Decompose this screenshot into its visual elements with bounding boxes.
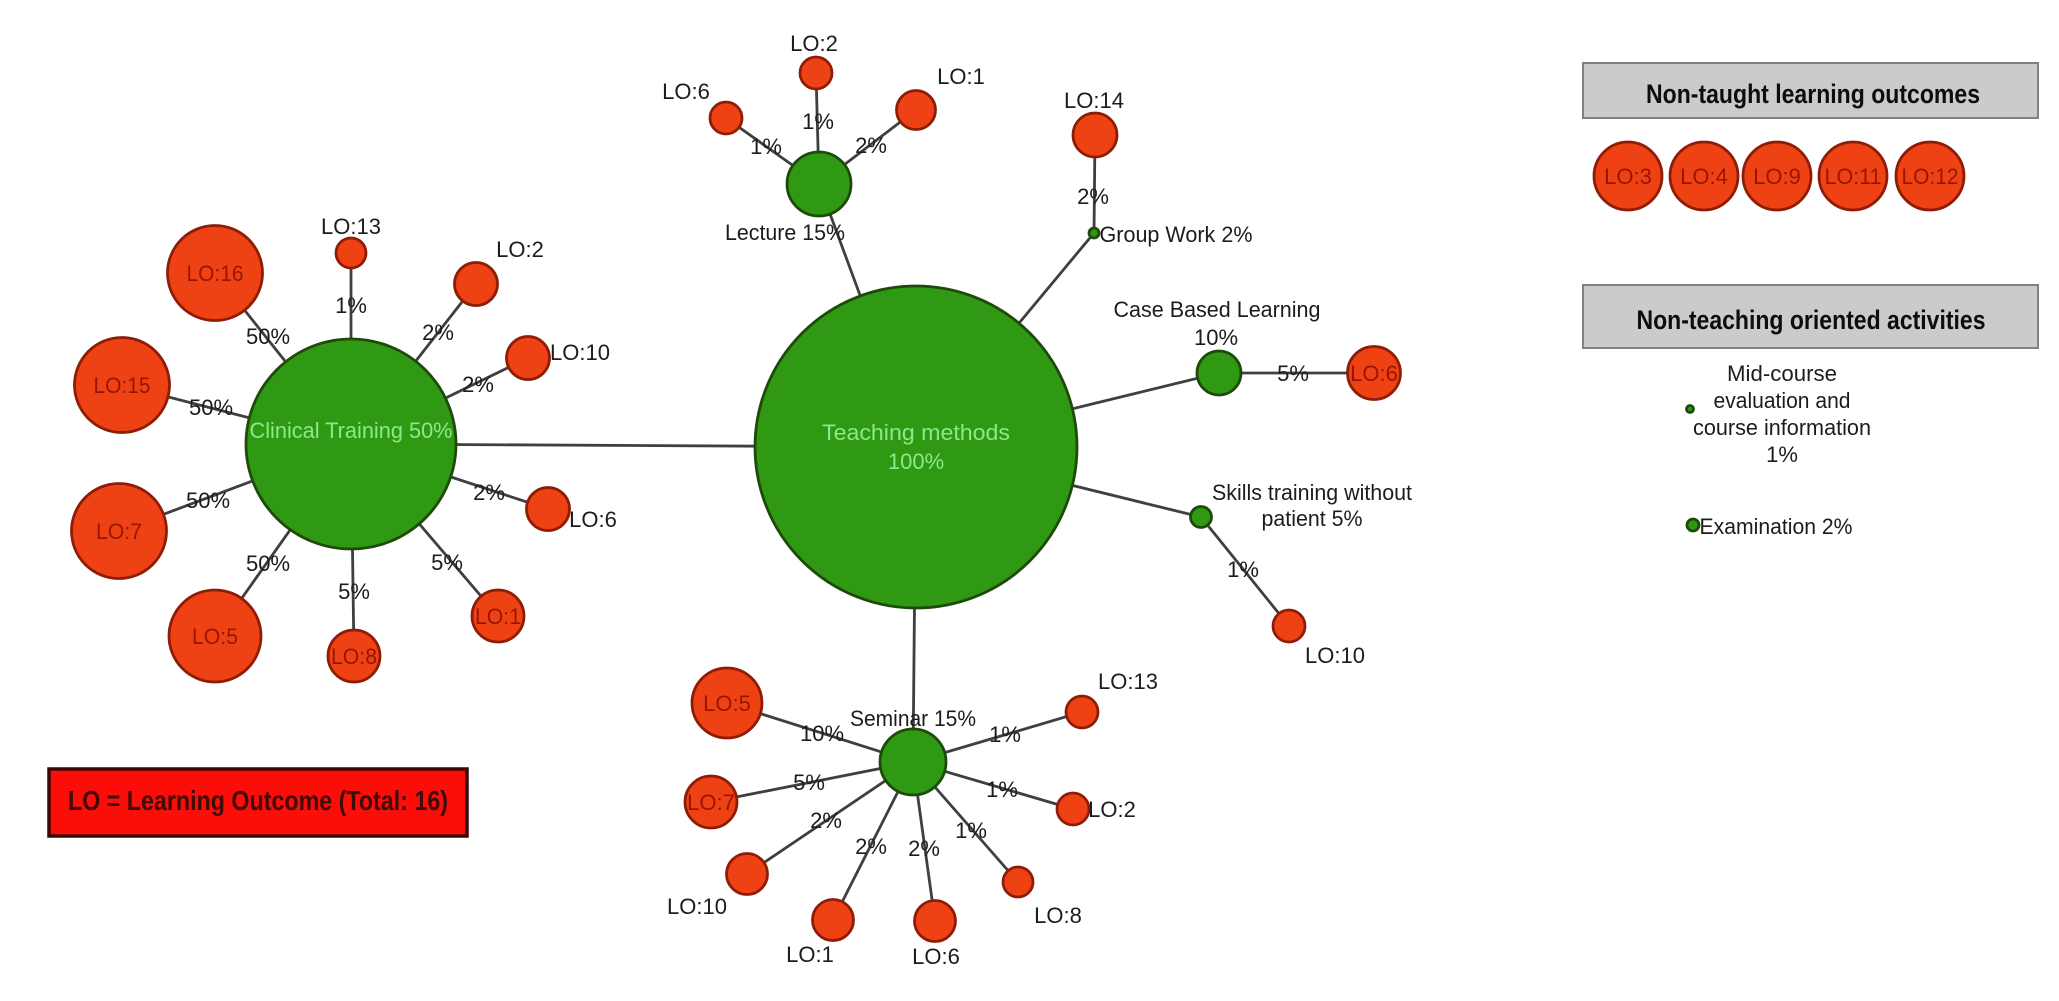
svg-text:10%: 10% [1194, 325, 1238, 350]
svg-text:Teaching methods: Teaching methods [822, 420, 1010, 445]
svg-text:LO:16: LO:16 [187, 261, 244, 286]
svg-text:1%: 1% [989, 722, 1021, 747]
svg-text:LO:13: LO:13 [1098, 669, 1158, 694]
svg-text:Skills training without: Skills training without [1212, 480, 1412, 505]
svg-text:evaluation and: evaluation and [1714, 388, 1851, 413]
svg-text:Mid-course: Mid-course [1727, 361, 1837, 386]
svg-text:LO:1: LO:1 [475, 604, 521, 629]
svg-text:LO:13: LO:13 [321, 214, 381, 239]
svg-text:LO:1: LO:1 [937, 64, 985, 89]
svg-text:LO:2: LO:2 [1088, 797, 1136, 822]
svg-text:2%: 2% [473, 480, 505, 505]
svg-text:LO:10: LO:10 [667, 894, 727, 919]
svg-text:LO:7: LO:7 [96, 519, 142, 544]
svg-text:Clinical Training 50%: Clinical Training 50% [250, 418, 453, 443]
svg-text:2%: 2% [855, 133, 887, 158]
svg-text:LO:5: LO:5 [703, 691, 751, 716]
svg-text:1%: 1% [1766, 442, 1798, 467]
svg-text:LO:6: LO:6 [1350, 361, 1398, 386]
svg-text:50%: 50% [246, 324, 290, 349]
svg-text:LO:4: LO:4 [1680, 164, 1728, 189]
svg-text:LO:11: LO:11 [1825, 164, 1882, 189]
svg-text:LO:7: LO:7 [687, 790, 735, 815]
svg-text:LO:8: LO:8 [331, 644, 377, 669]
svg-text:LO:14: LO:14 [1064, 88, 1124, 113]
svg-text:LO:10: LO:10 [550, 340, 610, 365]
svg-text:1%: 1% [335, 293, 367, 318]
svg-text:2%: 2% [1077, 184, 1109, 209]
svg-text:1%: 1% [750, 134, 782, 159]
svg-text:patient 5%: patient 5% [1262, 506, 1363, 531]
svg-text:LO:15: LO:15 [94, 373, 151, 398]
svg-text:LO:6: LO:6 [662, 79, 710, 104]
svg-text:course information: course information [1693, 415, 1871, 440]
svg-text:2%: 2% [810, 808, 842, 833]
svg-text:Group Work 2%: Group Work 2% [1100, 222, 1253, 247]
svg-text:LO:10: LO:10 [1305, 643, 1365, 668]
svg-text:10%: 10% [800, 721, 844, 746]
svg-text:Seminar 15%: Seminar 15% [850, 706, 976, 731]
svg-text:1%: 1% [802, 109, 834, 134]
svg-text:LO:6: LO:6 [569, 507, 617, 532]
svg-text:5%: 5% [1277, 361, 1309, 386]
svg-text:1%: 1% [986, 777, 1018, 802]
svg-text:2%: 2% [908, 836, 940, 861]
svg-text:1%: 1% [1227, 557, 1259, 582]
svg-text:50%: 50% [246, 551, 290, 576]
svg-text:LO:2: LO:2 [496, 237, 544, 262]
svg-text:LO:12: LO:12 [1902, 164, 1959, 189]
svg-text:Case Based Learning: Case Based Learning [1114, 297, 1321, 322]
svg-text:LO:5: LO:5 [192, 624, 238, 649]
svg-text:Lecture 15%: Lecture 15% [725, 220, 845, 245]
svg-text:Non-taught learning outcomes: Non-taught learning outcomes [1646, 79, 1980, 109]
svg-text:Examination 2%: Examination 2% [1700, 514, 1853, 539]
svg-text:5%: 5% [431, 550, 463, 575]
svg-text:2%: 2% [462, 372, 494, 397]
svg-text:LO = Learning Outcome (Total:: LO = Learning Outcome (Total: 16) [68, 785, 448, 816]
svg-text:100%: 100% [888, 449, 944, 474]
svg-text:Non-teaching oriented activiti: Non-teaching oriented activities [1637, 305, 1986, 335]
svg-text:LO:9: LO:9 [1753, 164, 1801, 189]
svg-text:50%: 50% [186, 488, 230, 513]
svg-text:LO:6: LO:6 [912, 944, 960, 969]
svg-text:2%: 2% [855, 834, 887, 859]
svg-text:LO:1: LO:1 [786, 942, 834, 967]
svg-text:50%: 50% [189, 395, 233, 420]
svg-text:5%: 5% [338, 579, 370, 604]
svg-text:LO:2: LO:2 [790, 31, 838, 56]
svg-text:LO:3: LO:3 [1604, 164, 1652, 189]
svg-text:1%: 1% [955, 818, 987, 843]
svg-text:2%: 2% [422, 320, 454, 345]
svg-text:LO:8: LO:8 [1034, 903, 1082, 928]
svg-text:5%: 5% [793, 770, 825, 795]
